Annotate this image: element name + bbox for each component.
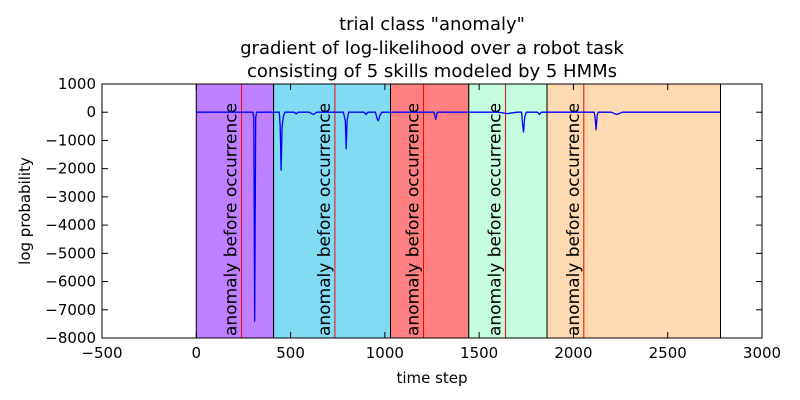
skill-band-4: [468, 83, 548, 339]
plot-frame: [101, 83, 763, 339]
x-tick-label: 1500: [460, 344, 498, 362]
y-tick-label: −3000: [45, 188, 96, 206]
anomaly-annotations: anomaly before occurrence anomaly before …: [222, 103, 584, 336]
y-tick-label: −4000: [45, 216, 96, 234]
x-tick-label: −500: [81, 344, 122, 362]
title-line-1: trial class "anomaly": [339, 14, 525, 35]
y-tick-label: −2000: [45, 160, 96, 178]
x-tick-label: 0: [192, 344, 202, 362]
series-line-1: [196, 111, 721, 322]
skill-band-2: [273, 83, 392, 339]
skill-bands: [195, 83, 722, 339]
anomaly-label-3: anomaly before occurrence: [404, 103, 424, 336]
series-group: [196, 111, 721, 322]
axis-ticks: −500 0 500 1000 1500 2000 2500 300010000−1000−2…: [45, 75, 781, 362]
y-tick-label: 1000: [58, 75, 96, 93]
y-tick-label: −7000: [45, 301, 96, 319]
title-line-3: consisting of 5 skills modeled by 5 HMMs: [247, 61, 617, 82]
y-axis-label: log probability: [16, 157, 34, 265]
y-tick-label: 0: [86, 103, 96, 121]
x-tick-label: 2500: [649, 344, 687, 362]
anomaly-label-2: anomaly before occurrence: [315, 103, 335, 336]
anomaly-label-1: anomaly before occurrence: [222, 103, 242, 336]
x-tick-label: 500: [276, 344, 305, 362]
anomaly-label-5: anomaly before occurrence: [564, 103, 584, 336]
y-tick-label: −8000: [45, 329, 96, 347]
chart-title: trial class "anomaly" gradient of log-li…: [240, 14, 624, 82]
anomaly-label-4: anomaly before occurrence: [486, 103, 506, 336]
x-tick-label: 3000: [743, 344, 781, 362]
anomaly-markers: [241, 84, 585, 338]
x-tick-label: 2000: [554, 344, 592, 362]
skill-band-1: [195, 83, 275, 339]
y-tick-label: −6000: [45, 273, 96, 291]
skill-band-3: [390, 83, 470, 339]
title-line-2: gradient of log-likelihood over a robot …: [240, 38, 624, 59]
x-axis-label: time step: [396, 369, 467, 387]
y-tick-label: −5000: [45, 244, 96, 262]
y-tick-label: −1000: [45, 131, 96, 149]
x-tick-label: 1000: [366, 344, 404, 362]
